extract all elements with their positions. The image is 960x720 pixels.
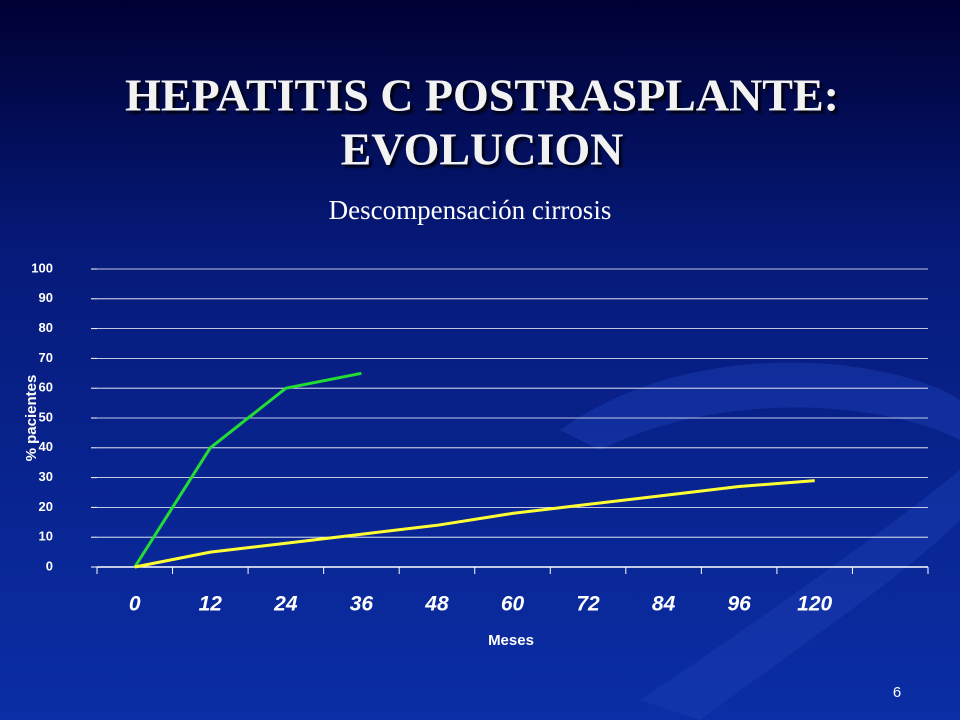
y-axis-label: % pacientes	[23, 375, 40, 462]
x-tick-label: 48	[424, 593, 449, 616]
y-tick-label: 30	[39, 469, 53, 484]
x-tick-label: 36	[350, 593, 374, 616]
x-tick-label: 60	[501, 593, 525, 616]
x-tick-label: 72	[576, 593, 600, 616]
y-tick-label: 80	[39, 320, 53, 335]
y-tick-label: 60	[39, 380, 53, 395]
y-tick-label: 10	[39, 529, 53, 544]
chart-title: Descompensación cirrosis	[329, 195, 612, 225]
line-series	[134, 479, 815, 569]
decoration	[640, 470, 960, 720]
y-tick-label: 50	[39, 409, 53, 424]
x-tick-label: 96	[727, 593, 751, 616]
x-axis-label: Meses	[488, 632, 534, 649]
y-tick-label: 100	[31, 260, 53, 275]
y-tick-label: 70	[39, 350, 53, 365]
y-tick-label: 20	[39, 499, 53, 514]
y-tick-label: 0	[46, 558, 53, 573]
slide-number: 6	[893, 684, 901, 701]
decoration	[560, 362, 960, 450]
x-tick-label: 12	[199, 593, 223, 616]
x-tick-label: 0	[129, 593, 141, 616]
slide-title: EVOLUCION	[341, 124, 624, 175]
slide-title: HEPATITIS C POSTRASPLANTE:	[125, 70, 839, 121]
y-tick-label: 90	[39, 290, 53, 305]
x-tick-label: 24	[273, 593, 298, 616]
x-tick-label: 84	[652, 593, 676, 616]
x-tick-label: 120	[797, 593, 832, 616]
line-series	[133, 371, 362, 568]
y-tick-label: 40	[39, 439, 53, 454]
